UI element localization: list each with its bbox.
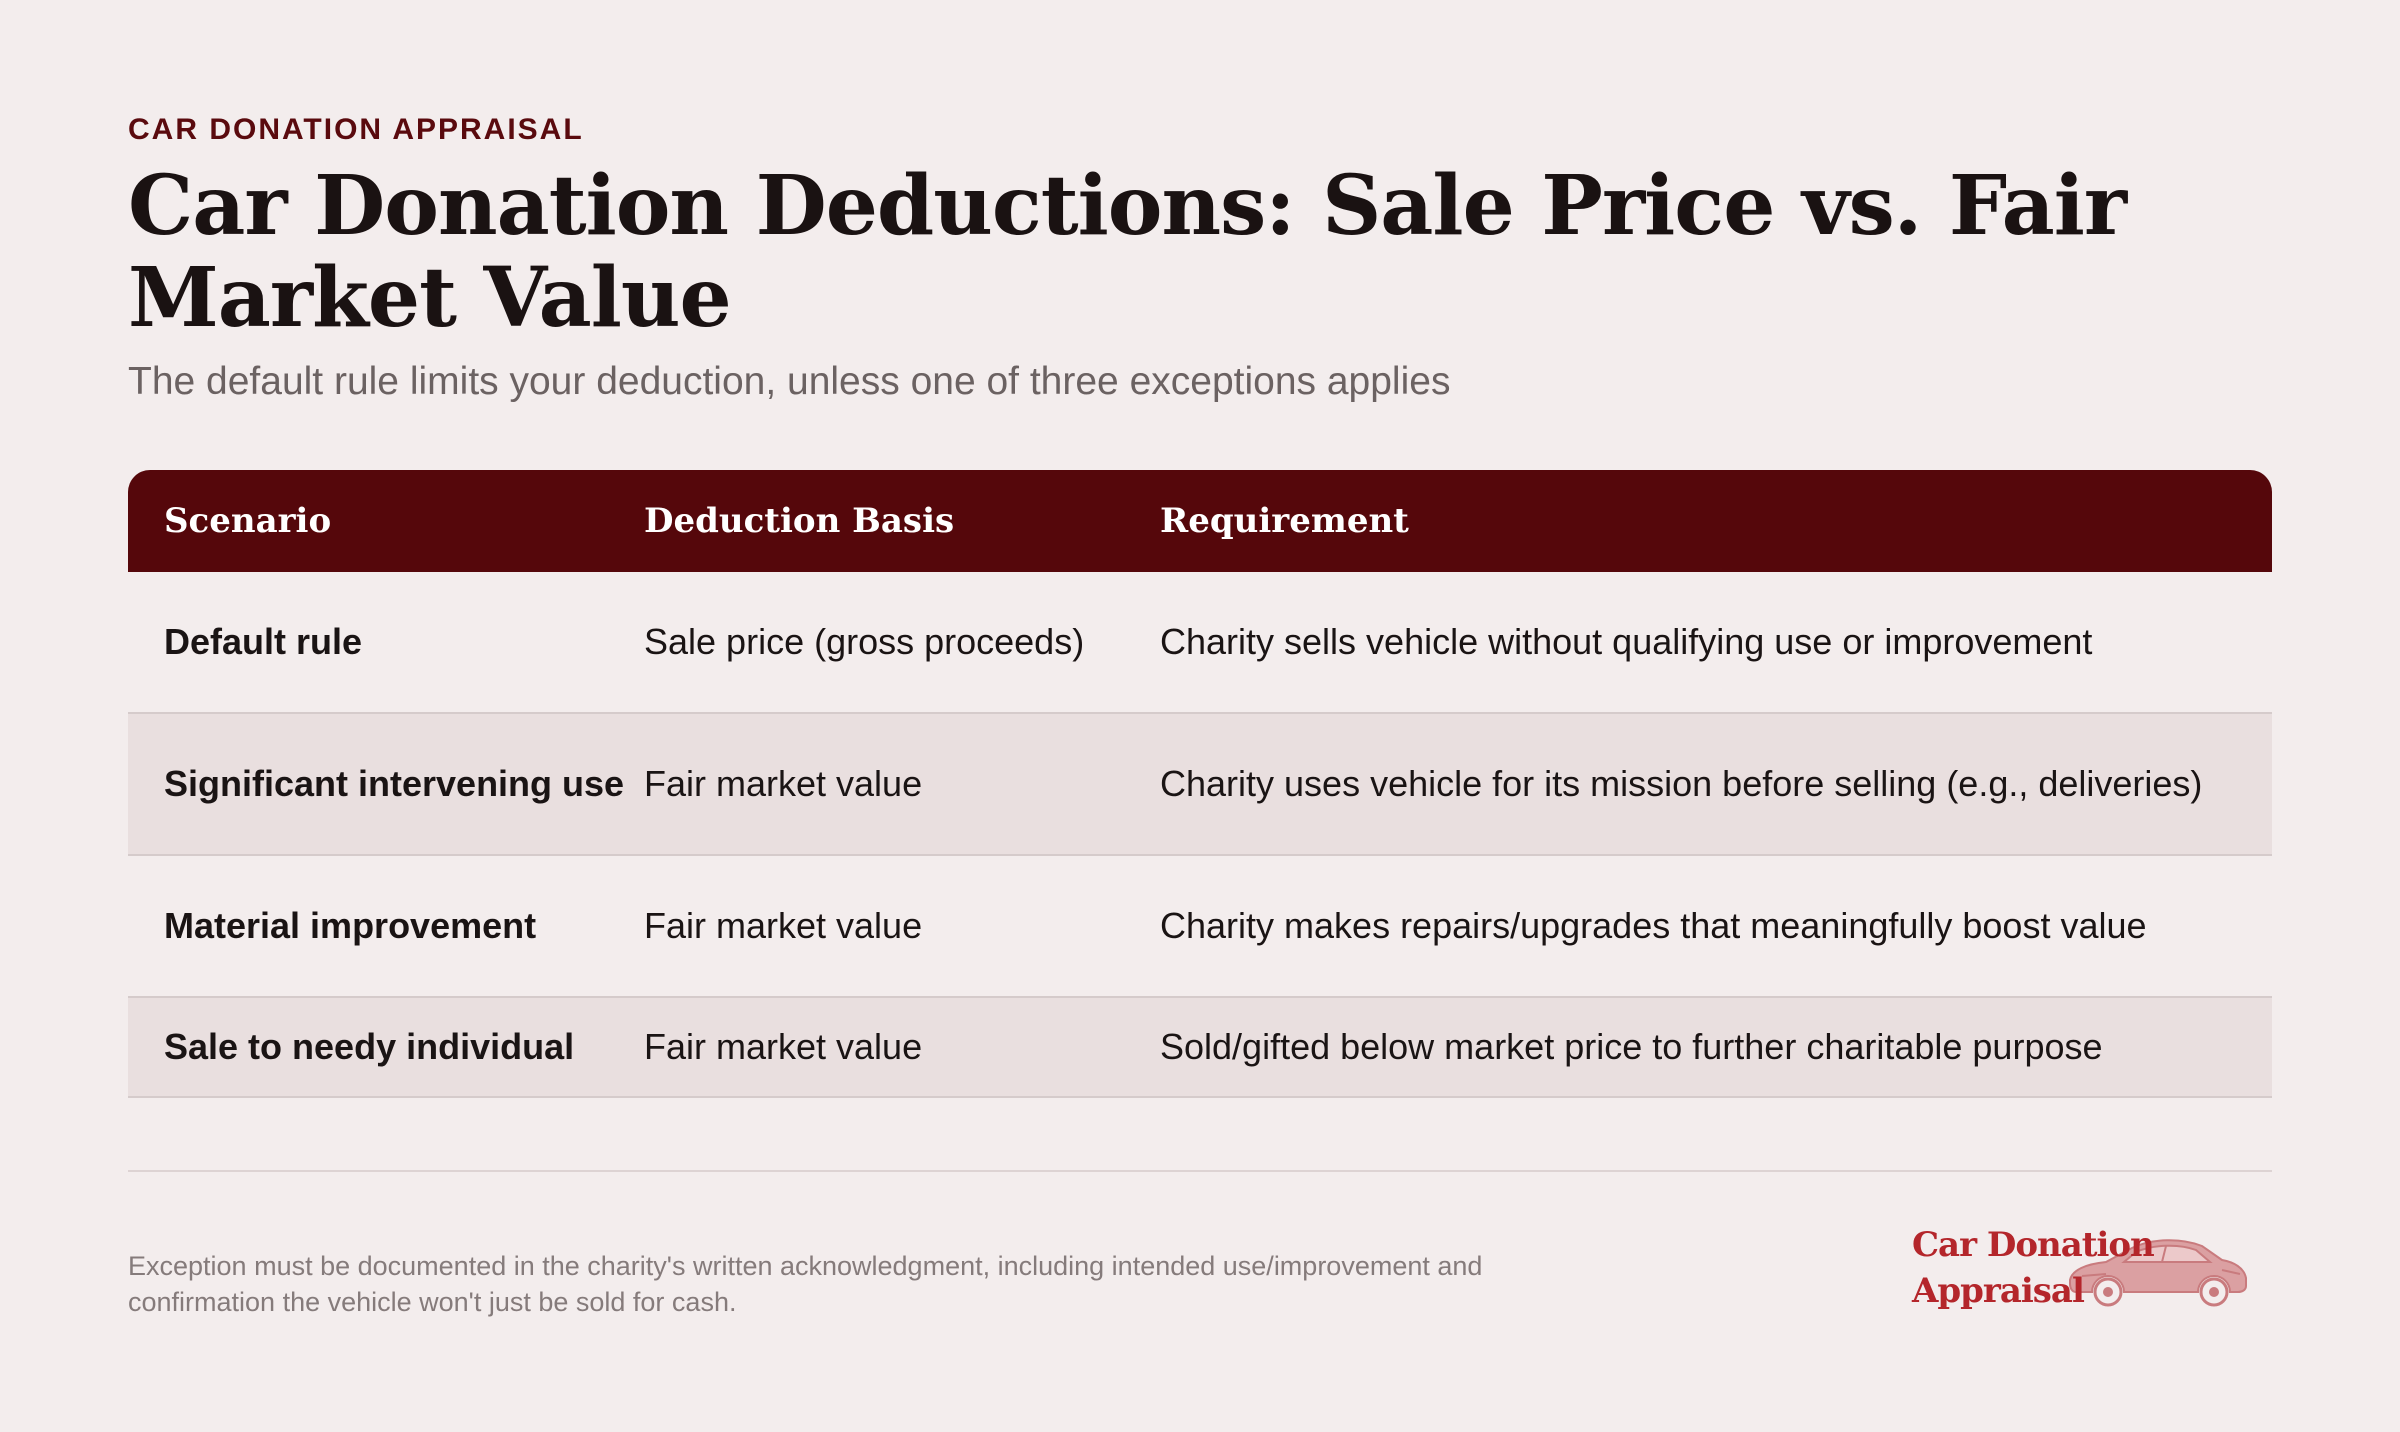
page: CAR DONATION APPRAISAL Car Donation Dedu… bbox=[128, 110, 2272, 1098]
cell-requirement: Charity sells vehicle without qualifying… bbox=[1160, 621, 2093, 662]
table-row: Default rule Sale price (gross proceeds)… bbox=[128, 572, 2272, 714]
logo-line-1: Car Donation bbox=[1912, 1225, 2155, 1265]
cell-scenario: Default rule bbox=[164, 621, 363, 662]
cell-basis: Fair market value bbox=[644, 763, 923, 804]
cell-basis: Fair market value bbox=[644, 905, 923, 946]
cell-requirement: Charity makes repairs/upgrades that mean… bbox=[1160, 905, 2147, 946]
cell-basis: Sale price (gross proceeds) bbox=[644, 621, 1085, 662]
brand-logo: Car Donation Appraisal bbox=[1912, 1222, 2252, 1322]
cell-requirement: Sold/gifted below market price to furthe… bbox=[1160, 1026, 2103, 1067]
logo-wordmark: Car Donation Appraisal bbox=[1912, 1222, 2155, 1314]
deduction-table: Scenario Deduction Basis Requirement Def… bbox=[128, 470, 2272, 1098]
eyebrow-label: CAR DONATION APPRAISAL bbox=[128, 113, 584, 146]
cell-basis: Fair market value bbox=[644, 1026, 923, 1067]
table-header: Scenario Deduction Basis Requirement bbox=[128, 470, 2272, 572]
column-header-requirement: Requirement bbox=[1160, 501, 1409, 541]
cell-scenario: Significant intervening use bbox=[164, 763, 625, 804]
page-title: Car Donation Deductions: Sale Price vs. … bbox=[128, 158, 2127, 346]
logo-line-2: Appraisal bbox=[1912, 1271, 2085, 1311]
page-subtitle: The default rule limits your deduction, … bbox=[128, 360, 1451, 403]
footnote: Exception must be documented in the char… bbox=[128, 1251, 1483, 1317]
cell-scenario: Sale to needy individual bbox=[164, 1026, 575, 1067]
cell-scenario: Material improvement bbox=[164, 905, 537, 946]
sports-car-icon bbox=[2069, 1239, 2247, 1307]
table-row: Material improvement Fair market value C… bbox=[128, 856, 2272, 998]
table-row: Sale to needy individual Fair market val… bbox=[128, 998, 2272, 1098]
footer-divider bbox=[128, 1170, 2272, 1172]
cell-requirement: Charity uses vehicle for its mission bef… bbox=[1160, 763, 2203, 804]
column-header-deduction-basis: Deduction Basis bbox=[644, 501, 955, 541]
table-row: Significant intervening use Fair market … bbox=[128, 714, 2272, 856]
column-header-scenario: Scenario bbox=[164, 501, 332, 541]
